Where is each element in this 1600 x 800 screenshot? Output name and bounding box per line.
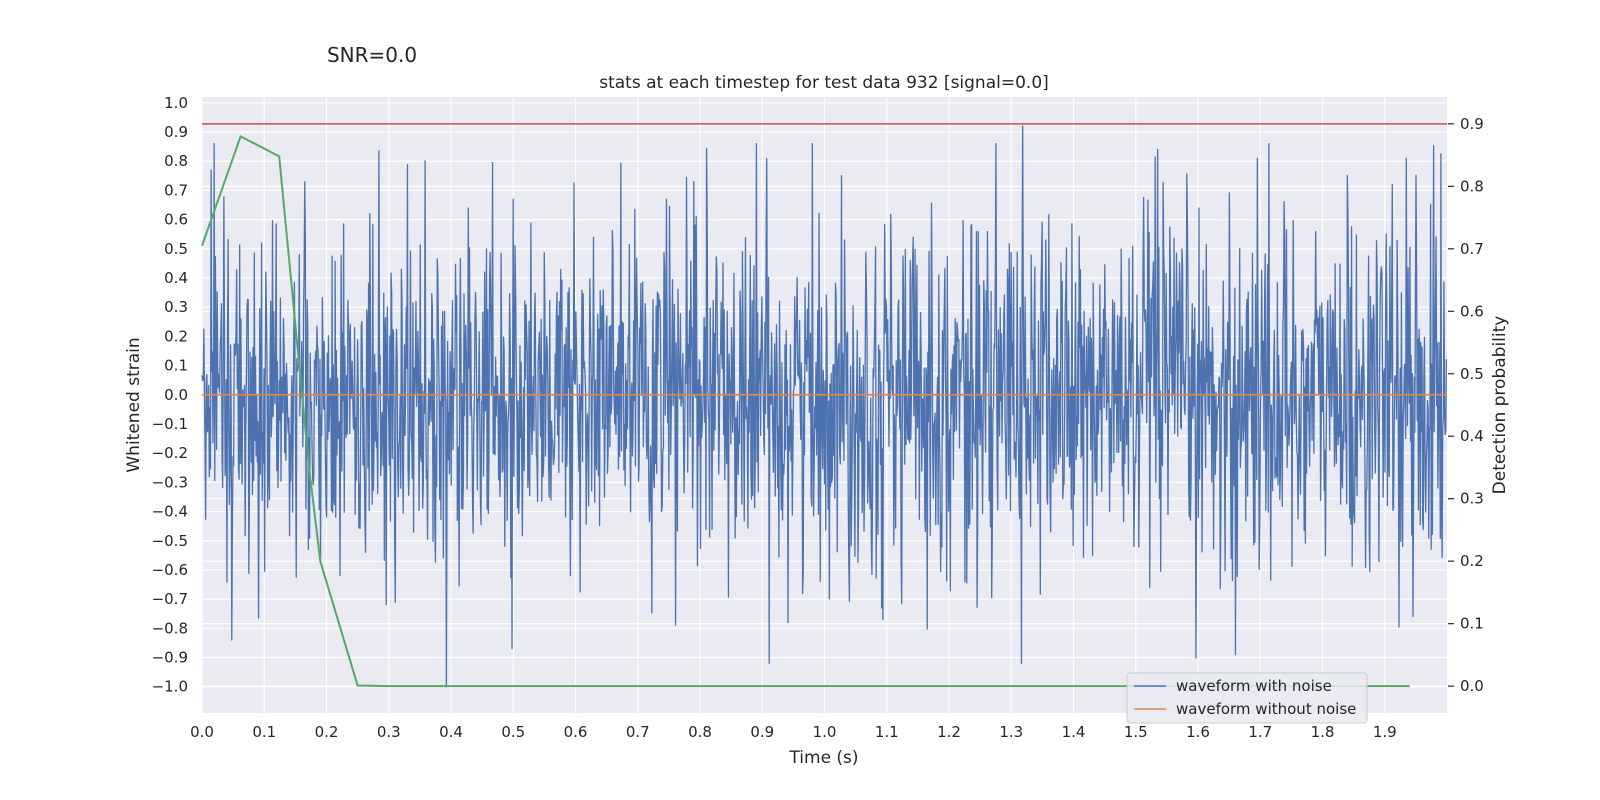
y-tick-label: −0.7 (152, 590, 188, 608)
series-layer (201, 123, 1448, 688)
x-tick-label: 0.4 (439, 723, 463, 741)
x-tick-label: 0.8 (688, 723, 712, 741)
x-tick-label: 0.3 (377, 723, 401, 741)
x-tick-label: 1.6 (1186, 723, 1210, 741)
x-tick-label: 0.2 (315, 723, 339, 741)
y-tick-label: 0.2 (164, 327, 188, 345)
figure-suptitle: SNR=0.0 (327, 43, 417, 67)
y-tick-label: −0.5 (152, 532, 188, 550)
y-tick-label: 0.0 (164, 386, 188, 404)
y-tick-label: 0.8 (164, 152, 188, 170)
series-waveform-with-noise (201, 125, 1448, 688)
y2-tick-label: 0.1 (1460, 615, 1484, 633)
x-tick-label: 1.9 (1373, 723, 1397, 741)
legend-label-clean: waveform without noise (1176, 700, 1356, 718)
y-axis-label: Whitened strain (124, 337, 144, 472)
y2-axis-label: Detection probability (1490, 316, 1510, 495)
y-tick-label: −0.1 (152, 415, 188, 433)
x-tick-label: 0.6 (564, 723, 588, 741)
y-tick-label: 0.5 (164, 240, 188, 258)
x-tick-label: 0.5 (501, 723, 525, 741)
y-tick-label: −0.8 (152, 619, 188, 637)
y-tick-label: 0.1 (164, 357, 188, 375)
y2-tick-label: 0.2 (1460, 552, 1484, 570)
x-tick-label: 1.8 (1311, 723, 1335, 741)
x-tick-label: 0.0 (190, 723, 214, 741)
x-tick-label: 1.3 (999, 723, 1023, 741)
legend: waveform with noise waveform without noi… (1126, 672, 1368, 724)
legend-box (1126, 672, 1368, 724)
y-tick-label: −0.3 (152, 473, 188, 491)
y-tick-label: −0.6 (152, 561, 188, 579)
x-axis-label: Time (s) (788, 748, 858, 768)
x-tick-label: 0.7 (626, 723, 650, 741)
x-tick-label: 1.4 (1062, 723, 1086, 741)
y-tick-label: 0.9 (164, 123, 188, 141)
y2-tick-label: 0.6 (1460, 302, 1484, 320)
x-tick-label: 1.1 (875, 723, 899, 741)
y2-tick-label: 0.8 (1460, 177, 1484, 195)
y2-tick-label: 0.3 (1460, 490, 1484, 508)
x-tick-label: 1.7 (1248, 723, 1272, 741)
y-tick-label: −1.0 (152, 678, 188, 696)
y-tick-label: −0.2 (152, 444, 188, 462)
x-tick-label: 1.0 (813, 723, 837, 741)
y2-axis-ticks: 0.9 0.8 0.7 0.6 0.5 0.4 0.3 0.2 0.1 0.0 (1448, 115, 1484, 695)
y2-tick-label: 0.7 (1460, 240, 1484, 258)
y-tick-label: 0.4 (164, 269, 188, 287)
y-tick-label: 0.6 (164, 211, 188, 229)
y-tick-label: 1.0 (164, 94, 188, 112)
y2-tick-label: 0.9 (1460, 115, 1484, 133)
y-tick-label: −0.4 (152, 503, 188, 521)
x-axis-ticks: 0.0 0.1 0.2 0.3 0.4 0.5 0.6 0.7 0.8 0.9 1.0 1.1 1.2 1… (190, 723, 1397, 741)
y2-tick-label: 0.4 (1460, 427, 1484, 445)
y-tick-label: 0.3 (164, 298, 188, 316)
y-tick-label: 0.7 (164, 181, 188, 199)
y2-tick-label: 0.5 (1460, 365, 1484, 383)
x-tick-label: 0.1 (252, 723, 276, 741)
x-tick-label: 1.5 (1124, 723, 1148, 741)
legend-label-noise: waveform with noise (1176, 677, 1332, 695)
x-tick-label: 0.9 (750, 723, 774, 741)
y2-tick-label: 0.0 (1460, 677, 1484, 695)
chart-title: stats at each timestep for test data 932… (599, 73, 1049, 93)
y-axis-ticks: 1.0 0.9 0.8 0.7 0.6 0.5 0.4 0.3 0.2 0.1 0.0 −0.1 −0.… (152, 94, 188, 696)
y-tick-label: −0.9 (152, 649, 188, 667)
series-detection-probability (201, 134, 1410, 688)
x-tick-label: 1.2 (937, 723, 961, 741)
